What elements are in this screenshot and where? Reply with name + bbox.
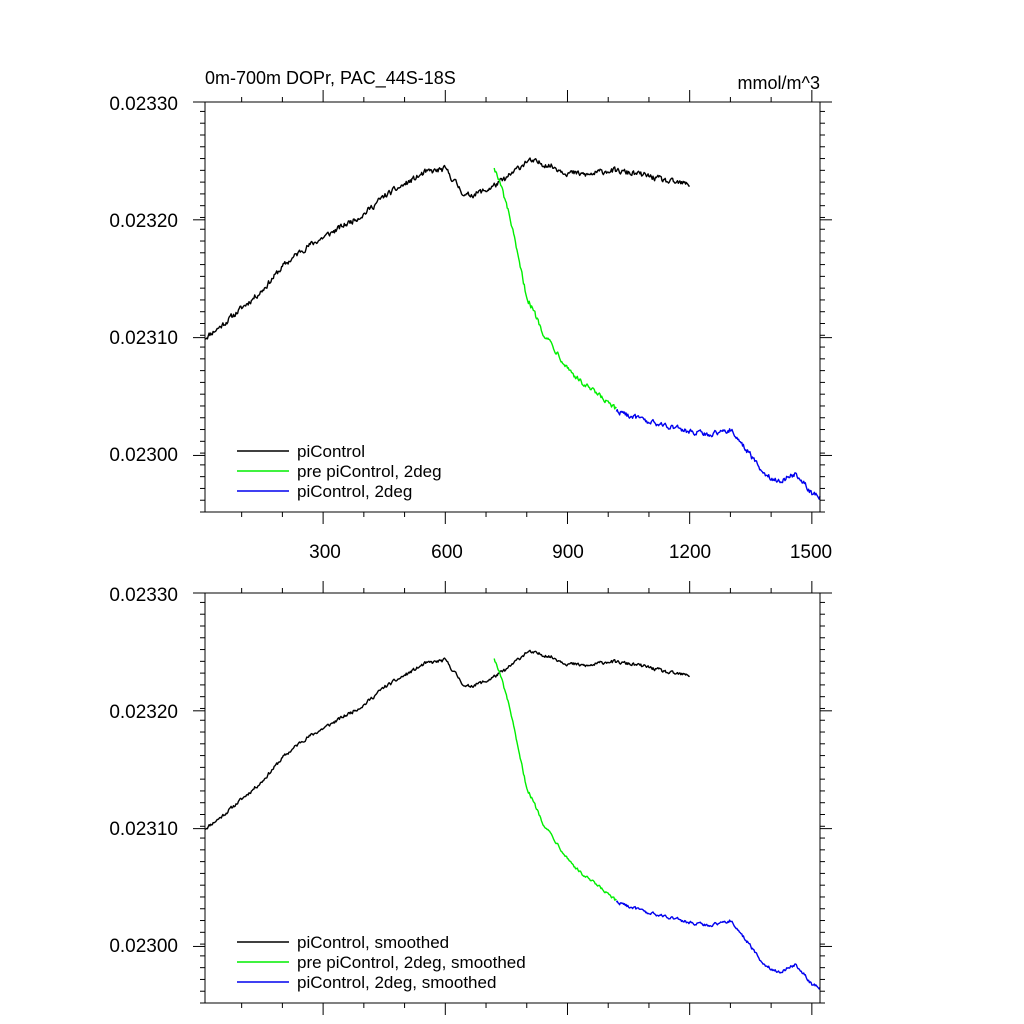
legend-label-picontrol: piControl: [297, 442, 365, 461]
y-tick-label: 0.02300: [109, 936, 178, 957]
y-tick-labels: 0.02330 0.02320 0.02310 0.02300: [109, 94, 178, 466]
series-line-picontrol: [204, 157, 691, 340]
axis-ticks: [193, 581, 832, 1015]
x-tick-label: 1500: [790, 542, 832, 563]
series-line-picontrol-2deg: [615, 409, 821, 500]
y-tick-label: 0.02320: [109, 211, 178, 232]
x-tick-label: 300: [309, 542, 341, 563]
data-series: [204, 649, 821, 990]
legend-label-picontrol-2deg: piControl, 2deg: [297, 482, 412, 501]
axis-ticks: [193, 90, 832, 524]
x-tick-labels: 300 600 900 1200 1500: [309, 542, 832, 563]
plot-frame: [204, 101, 821, 513]
legend-label-picontrol-2deg-smoothed: piControl, 2deg, smoothed: [297, 973, 496, 992]
chart-title: 0m-700m DOPr, PAC_44S-18S: [205, 68, 456, 89]
legend-label-pre-picontrol: pre piControl, 2deg: [297, 462, 442, 481]
y-tick-label: 0.02310: [109, 819, 178, 840]
legend: piControl, smoothed pre piControl, 2deg,…: [237, 933, 526, 992]
data-series: [204, 157, 821, 500]
series-line-picontrol-smoothed: [204, 649, 690, 831]
legend: piControl pre piControl, 2deg piControl,…: [237, 442, 442, 501]
y-tick-label: 0.02300: [109, 445, 178, 466]
series-line-picontrol-2deg-smoothed: [615, 900, 821, 990]
y-tick-label: 0.02320: [109, 702, 178, 723]
y-tick-label: 0.02330: [109, 94, 178, 115]
plot-frame: [204, 592, 821, 1004]
y-tick-label: 0.02310: [109, 328, 178, 349]
top-panel: 0m-700m DOPr, PAC_44S-18S mmol/m^3 0.023…: [109, 68, 832, 563]
series-line-pre-picontrol-2deg-smoothed: [493, 658, 617, 901]
units-label: mmol/m^3: [738, 73, 820, 93]
series-line-pre-picontrol-2deg: [493, 167, 617, 410]
bottom-panel: 0.02330 0.02320 0.02310 0.02300 piContro…: [109, 581, 832, 1015]
y-tick-label: 0.02330: [109, 585, 178, 606]
x-tick-label: 600: [431, 542, 463, 563]
y-tick-labels: 0.02330 0.02320 0.02310 0.02300: [109, 585, 178, 957]
x-tick-label: 900: [552, 542, 584, 563]
legend-label-picontrol-smoothed: piControl, smoothed: [297, 933, 449, 952]
legend-label-pre-picontrol-smoothed: pre piControl, 2deg, smoothed: [297, 953, 526, 972]
x-tick-label: 1200: [669, 542, 711, 563]
